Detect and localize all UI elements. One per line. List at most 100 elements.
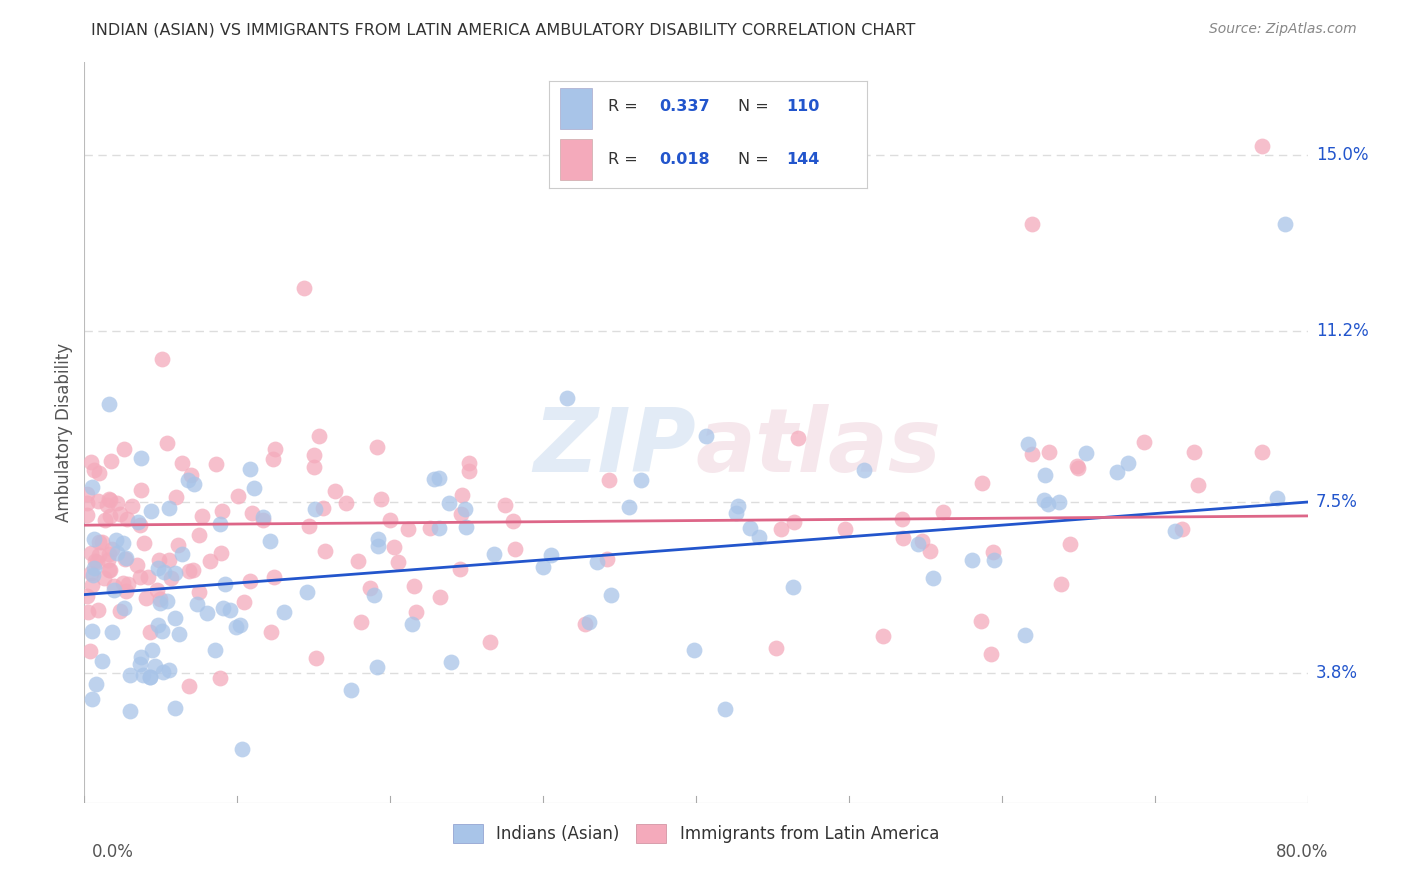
Point (100, 454, 122, 468)
Point (484, 547, 506, 561)
Point (617, 500, 640, 514)
Point (853, 462, 876, 476)
Point (138, 670, 160, 684)
Point (450, 507, 472, 521)
Text: 0.0%: 0.0% (91, 843, 134, 861)
Point (748, 530, 770, 544)
Point (1014, 627, 1036, 641)
Point (229, 618, 252, 632)
Point (531, 560, 554, 574)
Point (157, 501, 180, 516)
Point (740, 521, 762, 535)
Point (273, 605, 295, 619)
Point (308, 428, 330, 442)
Point (305, 650, 328, 665)
Point (429, 590, 451, 604)
Point (252, 513, 274, 527)
Point (219, 603, 242, 617)
Point (103, 582, 125, 597)
Point (97, 552, 120, 566)
Point (135, 591, 157, 605)
Point (1033, 493, 1056, 508)
Point (981, 545, 1004, 559)
Point (872, 629, 894, 643)
Point (90, 654, 112, 668)
Point (143, 659, 166, 673)
Point (323, 483, 346, 498)
Point (129, 483, 152, 497)
Point (80, 691, 103, 706)
Point (105, 546, 128, 560)
Point (129, 657, 152, 672)
Point (118, 668, 141, 682)
Point (366, 659, 388, 673)
Point (177, 565, 200, 579)
Point (165, 490, 187, 504)
Point (79, 455, 101, 469)
Point (103, 579, 125, 593)
Point (769, 522, 792, 536)
Point (131, 450, 153, 465)
Point (1067, 460, 1090, 475)
Point (211, 504, 233, 518)
Point (98, 547, 121, 561)
Point (714, 701, 737, 715)
Point (163, 566, 186, 580)
Point (111, 576, 134, 591)
Point (150, 352, 173, 367)
Point (1171, 522, 1194, 536)
Point (225, 620, 247, 634)
Text: 3.8%: 3.8% (1316, 665, 1358, 682)
Point (141, 504, 163, 518)
Point (557, 391, 579, 405)
Point (1038, 445, 1060, 459)
Point (183, 477, 205, 491)
Point (427, 521, 450, 535)
Point (76, 605, 98, 619)
Point (396, 522, 419, 536)
Point (128, 517, 150, 532)
Point (378, 513, 401, 527)
Point (105, 533, 128, 547)
Point (1066, 459, 1088, 474)
Point (1187, 478, 1209, 492)
Point (427, 471, 450, 485)
Point (86, 555, 108, 569)
Point (209, 671, 232, 685)
Point (1033, 468, 1056, 483)
Point (479, 635, 502, 649)
Point (83, 560, 105, 574)
Point (76, 496, 98, 510)
Point (600, 588, 623, 602)
Point (252, 509, 274, 524)
Point (149, 592, 172, 607)
Point (83, 553, 105, 567)
Point (1133, 435, 1156, 450)
Point (111, 536, 134, 550)
Point (105, 496, 128, 510)
Point (232, 595, 254, 609)
Point (156, 435, 179, 450)
Point (204, 642, 226, 657)
Point (187, 585, 209, 599)
Point (152, 665, 174, 680)
Point (586, 555, 609, 569)
Point (404, 579, 426, 593)
Point (120, 704, 142, 718)
Point (80, 624, 103, 638)
Point (226, 489, 249, 503)
Point (787, 431, 810, 445)
Point (204, 457, 226, 471)
Point (141, 643, 163, 657)
Point (960, 553, 983, 567)
Point (177, 474, 200, 488)
Point (387, 555, 409, 569)
Point (125, 558, 148, 572)
Point (91, 534, 114, 549)
Point (112, 442, 135, 457)
Point (340, 683, 363, 698)
Point (983, 552, 1005, 566)
Point (83, 463, 105, 477)
Text: 15.0%: 15.0% (1316, 146, 1368, 164)
Point (540, 548, 562, 562)
